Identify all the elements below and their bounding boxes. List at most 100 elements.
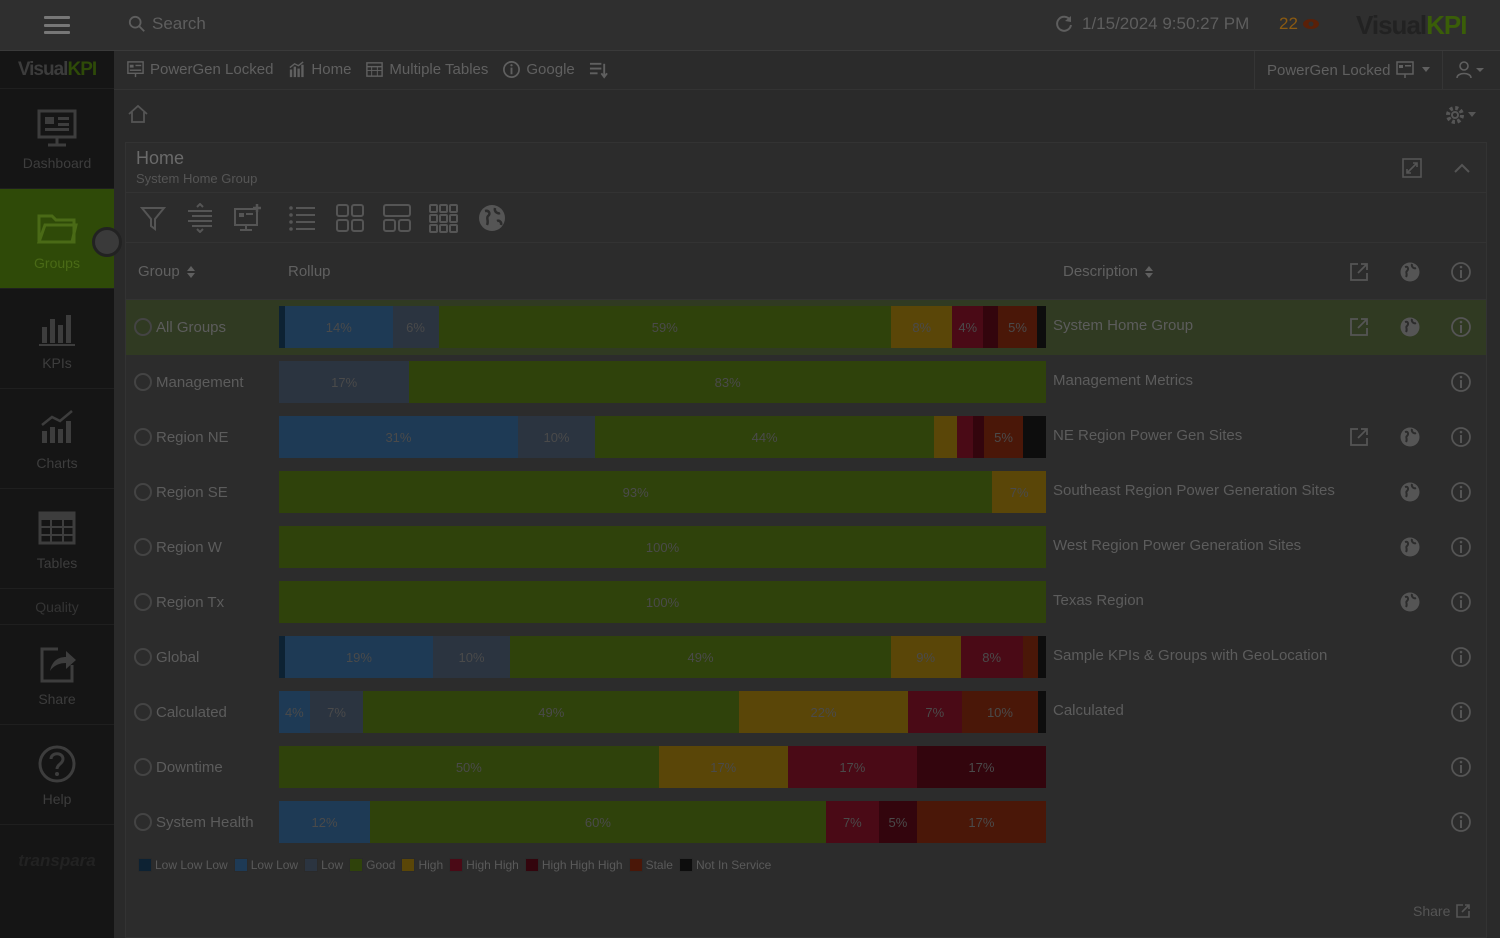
rollup-segment-notinservice[interactable] xyxy=(1022,416,1046,458)
info-icon[interactable] xyxy=(1450,756,1472,778)
globe-icon[interactable] xyxy=(1399,261,1421,283)
rollup-segment-stale[interactable]: 5% xyxy=(998,306,1037,348)
nav-quality[interactable]: Quality xyxy=(0,589,114,625)
table-row[interactable]: Calculated 4% 7% 49% 22% 7% 10% Calculated xyxy=(126,685,1486,740)
info-icon[interactable] xyxy=(1450,536,1472,558)
grid-2x2-icon[interactable] xyxy=(335,203,365,233)
filter-icon[interactable] xyxy=(138,203,168,233)
table-row[interactable]: Region W 100% West Region Power Generation… xyxy=(126,520,1486,575)
table-row[interactable]: Global 19% 10% 49% 9% 8% Sample KPIs & Groups … xyxy=(126,630,1486,685)
info-icon[interactable] xyxy=(1450,371,1472,393)
nav-charts[interactable]: Charts xyxy=(0,389,114,489)
rollup-segment-low[interactable]: 7% xyxy=(309,691,364,733)
group-name[interactable]: Region Tx xyxy=(134,593,224,611)
table-row[interactable]: Downtime 50% 17% 17% 17% xyxy=(126,740,1486,795)
rollup-segment-lowlow[interactable]: 19% xyxy=(285,636,433,678)
nav-share[interactable]: Share xyxy=(0,625,114,725)
link-multiple-tables[interactable]: Multiple Tables xyxy=(365,60,488,79)
list-detail-icon[interactable] xyxy=(185,203,215,233)
rollup-segment-notinservice[interactable] xyxy=(1036,306,1046,348)
menu-icon[interactable] xyxy=(44,16,70,34)
info-icon[interactable] xyxy=(1450,701,1472,723)
rollup-bar[interactable]: 17% 83% xyxy=(279,361,1046,403)
rollup-bar[interactable]: 12% 60% 7% 5% 17% xyxy=(279,801,1046,843)
rollup-bar[interactable]: 50% 17% 17% 17% xyxy=(279,746,1046,788)
table-row[interactable]: Management 17% 83% Management Metrics xyxy=(126,355,1486,410)
chevron-up-icon[interactable] xyxy=(1451,157,1473,179)
rollup-bar[interactable]: 4% 7% 49% 22% 7% 10% xyxy=(279,691,1046,733)
group-name[interactable]: Downtime xyxy=(134,758,223,776)
rollup-segment-highhigh[interactable]: 17% xyxy=(787,746,917,788)
link-powergen-locked[interactable]: PowerGen Locked xyxy=(126,60,273,79)
table-row[interactable]: Region Tx 100% Texas Region xyxy=(126,575,1486,630)
globe-icon[interactable] xyxy=(1399,316,1421,338)
rollup-bar[interactable]: 19% 10% 49% 9% 8% xyxy=(279,636,1046,678)
rollup-segment-lowlowlow[interactable] xyxy=(279,306,286,348)
external-link-icon[interactable] xyxy=(1348,316,1370,338)
group-name[interactable]: Region NE xyxy=(134,428,229,446)
info-icon[interactable] xyxy=(1450,261,1472,283)
tiles-icon[interactable] xyxy=(382,203,412,233)
table-row[interactable]: Region NE 31% 10% 44% 5% NE Region Power Gen … xyxy=(126,410,1486,465)
globe-icon[interactable] xyxy=(1399,591,1421,613)
list-view-icon[interactable] xyxy=(287,203,317,233)
rollup-segment-good[interactable]: 50% xyxy=(279,746,659,788)
dashboard-select[interactable]: PowerGen Locked xyxy=(1254,51,1442,89)
rollup-segment-highhighhigh[interactable]: 5% xyxy=(878,801,917,843)
rollup-segment-good[interactable]: 83% xyxy=(409,361,1046,403)
rollup-segment-lowlow[interactable]: 31% xyxy=(279,416,518,458)
rollup-segment-highhighhigh[interactable]: 17% xyxy=(916,746,1046,788)
info-icon[interactable] xyxy=(1450,426,1472,448)
rollup-segment-high[interactable]: 8% xyxy=(891,306,953,348)
rollup-segment-notinservice[interactable] xyxy=(1038,691,1046,733)
alert-counter[interactable]: 22 xyxy=(1279,14,1320,34)
rollup-segment-good[interactable]: 93% xyxy=(279,471,993,513)
rollup-segment-lowlow[interactable]: 14% xyxy=(285,306,393,348)
external-link-icon[interactable] xyxy=(1348,261,1370,283)
rollup-segment-notinservice[interactable] xyxy=(1038,636,1046,678)
share-link[interactable]: Share xyxy=(1413,903,1471,919)
globe-icon[interactable] xyxy=(1399,426,1421,448)
globe-icon[interactable] xyxy=(1399,536,1421,558)
refresh-timestamp[interactable]: 1/15/2024 9:50:27 PM xyxy=(1054,14,1249,34)
rollup-bar[interactable]: 14% 6% 59% 8% 4% 5% xyxy=(279,306,1046,348)
external-link-icon[interactable] xyxy=(1348,426,1370,448)
rollup-segment-good[interactable]: 49% xyxy=(510,636,891,678)
group-name[interactable]: Calculated xyxy=(134,703,227,721)
rollup-bar[interactable]: 93% 7% xyxy=(279,471,1046,513)
link-google[interactable]: Google xyxy=(502,60,575,79)
rollup-segment-low[interactable]: 10% xyxy=(432,636,511,678)
rollup-segment-lowlow[interactable]: 4% xyxy=(279,691,310,733)
group-name[interactable]: Global xyxy=(134,648,199,666)
group-name[interactable]: System Health xyxy=(134,813,254,831)
rollup-segment-good[interactable]: 100% xyxy=(279,581,1046,623)
rollup-segment-highhigh[interactable]: 4% xyxy=(952,306,984,348)
group-name[interactable]: All Groups xyxy=(134,318,226,336)
description-column-header[interactable]: Description xyxy=(1063,263,1154,280)
rollup-segment-high[interactable]: 9% xyxy=(890,636,961,678)
link-home[interactable]: Home xyxy=(287,60,351,79)
grid-3x3-icon[interactable] xyxy=(429,203,459,233)
info-icon[interactable] xyxy=(1450,316,1472,338)
rollup-segment-high[interactable]: 17% xyxy=(658,746,788,788)
rollup-segment-good[interactable]: 60% xyxy=(370,801,826,843)
rollup-segment-highhigh[interactable]: 7% xyxy=(907,691,962,733)
table-row[interactable]: System Health 12% 60% 7% 5% 17% xyxy=(126,795,1486,850)
rollup-segment-good[interactable]: 59% xyxy=(438,306,892,348)
nav-groups[interactable]: Groups xyxy=(0,189,122,289)
user-menu[interactable] xyxy=(1442,51,1496,89)
rollup-segment-good[interactable]: 100% xyxy=(279,526,1046,568)
settings-menu[interactable] xyxy=(1444,104,1480,126)
home-icon[interactable] xyxy=(127,103,149,125)
nav-help[interactable]: Help xyxy=(0,725,114,825)
group-name[interactable]: Management xyxy=(134,373,244,391)
info-icon[interactable] xyxy=(1450,646,1472,668)
rollup-segment-stale[interactable]: 5% xyxy=(984,416,1023,458)
info-icon[interactable] xyxy=(1450,811,1472,833)
rollup-segment-low[interactable]: 10% xyxy=(517,416,596,458)
table-row[interactable]: All Groups 14% 6% 59% 8% 4% 5% System Home Grou… xyxy=(126,300,1486,355)
rollup-segment-highhigh[interactable]: 7% xyxy=(825,801,879,843)
rollup-segment-good[interactable]: 49% xyxy=(363,691,740,733)
search-input[interactable]: Search xyxy=(128,14,206,34)
nav-tables[interactable]: Tables xyxy=(0,489,114,589)
